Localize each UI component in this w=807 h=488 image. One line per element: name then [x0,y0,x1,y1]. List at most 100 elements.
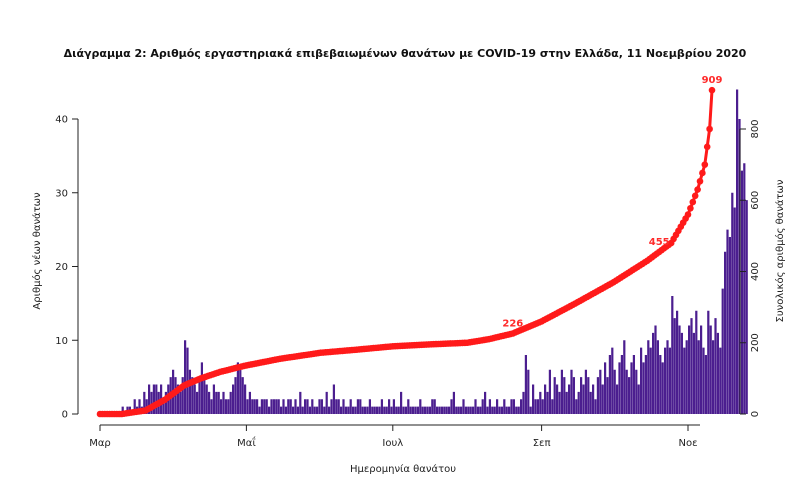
daily-death-bar [143,391,146,414]
daily-death-bar [640,347,643,414]
cumulative-point [684,211,692,218]
daily-death-bar [138,399,141,414]
daily-death-bar [428,406,432,414]
daily-death-bar [258,406,261,414]
daily-death-bar [661,362,664,414]
daily-death-bar [577,391,580,414]
daily-death-bar [433,399,436,414]
daily-death-bar [673,318,676,414]
daily-death-bar [440,406,444,414]
daily-death-bar [666,340,669,414]
daily-death-bar [203,377,206,414]
daily-death-bar [724,251,727,414]
daily-death-bar [380,399,384,414]
x-tick-label: Μαρ [89,438,111,449]
daily-death-bar [553,377,556,414]
daily-death-bar [697,340,700,414]
daily-death-bar [421,406,424,414]
y-left-tick-label: 10 [55,336,68,347]
daily-death-bar [354,406,357,414]
daily-death-bar [572,377,576,414]
daily-death-bar [551,399,554,414]
daily-death-bar [625,369,628,414]
daily-death-bar [155,384,158,414]
daily-death-bar [536,399,540,414]
daily-death-bar [728,237,732,414]
bars-group [121,89,748,414]
daily-death-bar [325,391,328,414]
daily-death-bar [443,406,446,414]
daily-death-bar [484,391,487,414]
daily-death-bar [181,377,184,414]
daily-death-bar [527,369,530,414]
daily-death-bar [582,384,585,414]
daily-death-bar [616,384,619,414]
daily-death-bar [270,399,273,414]
daily-death-bar [162,399,165,414]
daily-death-bar [253,399,256,414]
daily-death-bar [368,399,372,414]
daily-death-bar [556,384,559,414]
daily-death-bar [400,391,403,414]
cumulative-point [703,143,711,151]
daily-death-bar [323,406,326,414]
cumulative-labels: 226 455 909 [502,75,722,329]
daily-death-bar [205,384,208,414]
daily-death-bar [392,399,396,414]
daily-death-bar [397,406,400,414]
daily-death-bar [570,369,573,414]
daily-death-bar [299,391,302,414]
daily-death-bar [532,384,535,414]
daily-death-bar [448,406,451,414]
daily-death-bar [184,340,187,414]
daily-death-bar [464,406,468,414]
daily-death-bar [318,399,321,414]
x-tick-label: Σεπ [533,438,551,449]
daily-death-bar [198,377,201,414]
cumulative-point [696,177,704,185]
daily-death-bar [409,406,412,414]
daily-death-bar [500,406,504,414]
daily-death-bar [731,192,734,414]
daily-death-bar [395,406,398,414]
x-axis-label: Ημερομηνία θανάτου [350,463,456,475]
cumulative-point [701,161,709,168]
daily-death-bar [404,406,408,414]
y-left-tick-label: 0 [62,410,68,421]
daily-death-bar [337,399,340,414]
daily-death-bar [364,406,367,414]
daily-death-bar [164,391,168,414]
daily-death-bar [671,296,674,414]
daily-death-bar [457,406,460,414]
cumulative-value-label: 226 [502,318,523,329]
daily-death-bar [584,369,588,414]
daily-death-bar [133,399,136,414]
daily-death-bar [647,340,650,414]
y-left-tick-label: 40 [55,115,68,126]
daily-death-bar [215,391,218,414]
daily-death-bar [320,399,324,414]
daily-death-bar [193,384,196,414]
daily-death-bar [491,406,494,414]
daily-death-bar [436,406,439,414]
daily-death-bar [608,355,612,414]
daily-death-bar [563,377,566,414]
daily-death-bar [496,399,499,414]
daily-death-bar [373,406,376,414]
daily-death-bar [340,406,343,414]
daily-death-bar [740,170,744,414]
daily-death-bar [659,355,662,414]
daily-death-bar [150,391,153,414]
daily-death-bar [733,207,736,414]
daily-death-bar [575,399,578,414]
daily-death-bar [212,384,216,414]
daily-death-bar [438,406,441,414]
cumulative-point [687,204,694,212]
daily-death-bar [599,369,602,414]
daily-death-bar [349,399,352,414]
daily-death-bar [664,347,667,414]
cumulative-point [691,192,699,200]
daily-death-bar [217,391,220,414]
daily-death-bar [601,384,604,414]
